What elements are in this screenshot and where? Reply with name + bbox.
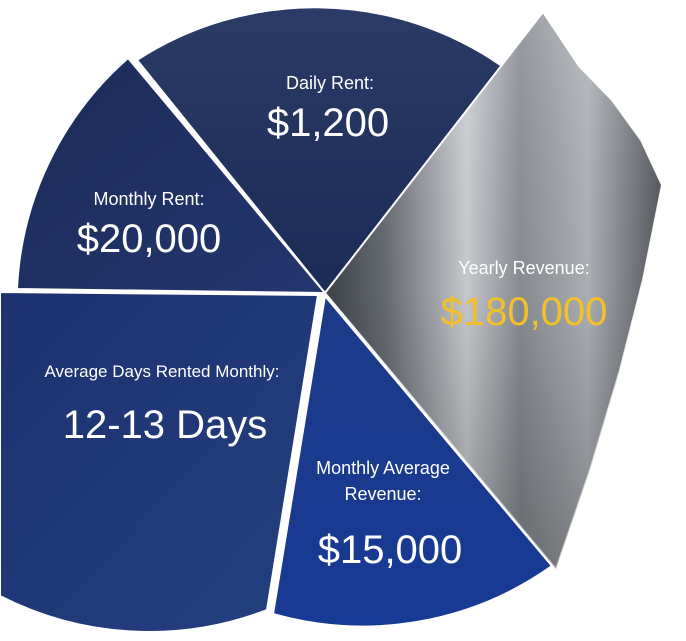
- average-days-value: 12-13 Days: [63, 403, 268, 447]
- daily-rent-slice: [135, 6, 504, 295]
- yearly-revenue-label: Yearly Revenue:: [458, 258, 589, 278]
- monthly-average-revenue-label-line2: Revenue:: [344, 484, 421, 504]
- daily-rent-label: Daily Rent:: [286, 73, 374, 93]
- average-days-slice: [0, 290, 320, 633]
- daily-rent-value: $1,200: [267, 101, 389, 145]
- monthly-rent-value: $20,000: [77, 217, 222, 261]
- monthly-average-revenue-slice: [271, 293, 554, 628]
- yearly-revenue-value: $180,000: [441, 290, 608, 334]
- average-days-label: Average Days Rented Monthly:: [45, 362, 280, 381]
- yearly-revenue-shading: [325, 12, 662, 569]
- monthly-rent-slice: [15, 56, 328, 295]
- monthly-average-revenue-label-line1: Monthly Average: [316, 458, 450, 478]
- monthly-average-revenue-value: $15,000: [318, 528, 463, 572]
- monthly-rent-label: Monthly Rent:: [93, 189, 204, 209]
